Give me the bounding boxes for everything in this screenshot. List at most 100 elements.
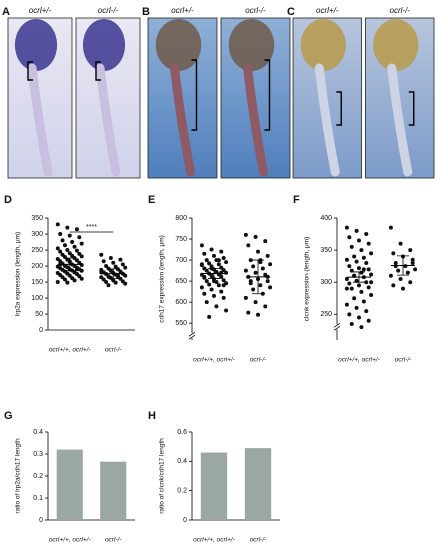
data-point [347, 264, 352, 269]
data-point [359, 289, 364, 294]
data-point [251, 287, 256, 292]
error-bar [208, 268, 220, 279]
data-point [199, 243, 204, 248]
data-point [207, 261, 212, 266]
data-point [354, 228, 359, 233]
error-bar [63, 257, 76, 272]
data-point [77, 235, 82, 240]
data-point [123, 273, 128, 278]
data-point [219, 289, 224, 294]
embryo-head [228, 19, 275, 71]
panel-label: G [4, 410, 13, 422]
data-point [77, 274, 82, 279]
genotype-label: ocrl+/- [171, 6, 194, 15]
panel-label: C [287, 6, 295, 18]
panel-label: D [4, 194, 12, 206]
data-point [219, 265, 224, 270]
data-point [212, 279, 216, 284]
data-point [352, 254, 357, 259]
data-point [364, 260, 369, 265]
data-point [204, 300, 209, 305]
y-axis-label: cdh17 expression (length, μm) [159, 235, 166, 323]
y-tick-label: 0.3 [33, 451, 43, 458]
data-point [410, 257, 415, 262]
bar [200, 452, 228, 520]
embryo-head [14, 19, 58, 71]
significance: **** [86, 224, 97, 231]
data-point [344, 225, 349, 230]
data-point [366, 267, 371, 272]
data-point [221, 278, 226, 283]
data-point [209, 287, 214, 292]
data-point [79, 276, 84, 281]
data-point [209, 274, 214, 279]
x-tick-label: ocrl+/+, ocrl+/- [193, 537, 236, 544]
y-tick-label: 0.6 [177, 429, 187, 436]
data-point [243, 268, 248, 273]
data-point [67, 273, 72, 278]
y-tick-label: 600 [175, 299, 187, 306]
x-tick-label: ocrl-/- [395, 357, 412, 364]
data-point [99, 252, 104, 257]
y-tick-label: 400 [320, 215, 332, 222]
y-tick-label: 0 [183, 517, 187, 524]
y-axis-label: clcnk expression (length, μm) [304, 237, 311, 322]
data-point [403, 264, 408, 269]
data-point [221, 268, 226, 273]
data-point [253, 270, 258, 275]
data-point [65, 280, 70, 285]
y-axis-label: ratio of clcnk/cdh17 length [159, 438, 166, 514]
data-point [256, 249, 260, 254]
y-tick-label: 0.4 [33, 429, 43, 436]
bracket [191, 59, 198, 131]
data-point [369, 280, 374, 285]
data-point [364, 280, 369, 285]
data-point [391, 251, 396, 256]
data-point [74, 227, 79, 232]
data-point [214, 304, 219, 309]
bracket [264, 59, 271, 131]
error-bar [397, 255, 409, 276]
data-point [361, 255, 366, 260]
data-point [106, 283, 111, 288]
data-point [108, 268, 113, 273]
y-tick-label: 0.2 [177, 488, 187, 495]
data-point [224, 260, 229, 265]
data-point [347, 312, 352, 317]
bar [56, 449, 83, 520]
data-point [79, 268, 84, 273]
data-point [357, 283, 361, 288]
data-point [408, 280, 413, 285]
bar [100, 461, 127, 520]
data-point [199, 285, 204, 290]
bar [244, 448, 272, 520]
data-point [199, 262, 204, 267]
x-tick-label: ocrl+/+, ocrl+/- [49, 347, 92, 354]
data-point [219, 249, 224, 254]
y-tick-label: 250 [320, 311, 332, 318]
data-point [344, 277, 349, 281]
data-point [398, 277, 403, 281]
embryo-head [373, 19, 419, 71]
bracket [408, 91, 415, 126]
data-point [67, 233, 72, 238]
data-point [344, 286, 349, 291]
data-point [391, 283, 396, 288]
y-tick-label: 0.2 [33, 473, 43, 480]
data-point [62, 243, 67, 248]
data-point [344, 302, 349, 307]
y-tick-label: 300 [320, 279, 332, 286]
y-tick-label: 150 [31, 279, 43, 286]
data-point [70, 240, 75, 244]
data-point [72, 278, 77, 283]
data-point [268, 262, 273, 267]
data-point [396, 268, 401, 273]
data-point [352, 296, 357, 301]
data-point [221, 255, 226, 260]
data-point [55, 222, 60, 227]
data-point [357, 266, 361, 271]
y-tick-label: 0.4 [177, 458, 187, 465]
embryo-tail [243, 63, 268, 177]
y-tick-label: 0 [39, 327, 43, 334]
